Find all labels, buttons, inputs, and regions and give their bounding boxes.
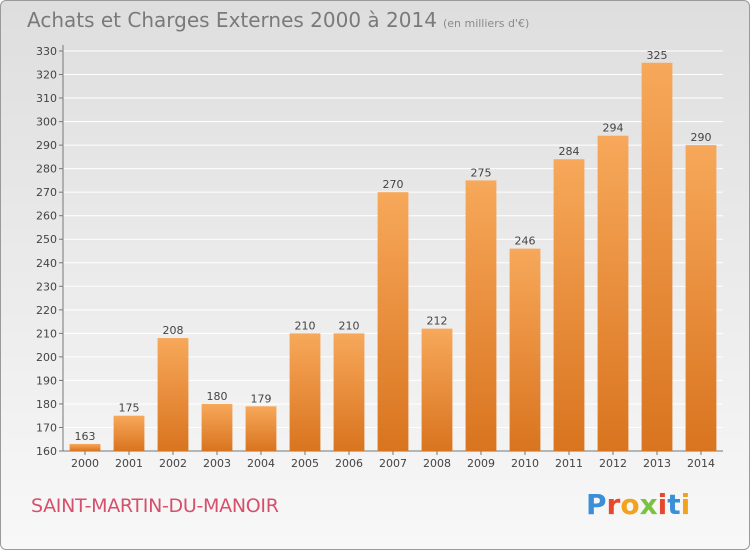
logo-letter: t xyxy=(667,488,681,521)
y-tick-label: 300 xyxy=(36,116,57,129)
y-tick-label: 280 xyxy=(36,163,57,176)
x-tick-label-2007: 2007 xyxy=(379,457,407,470)
data-label-2011: 284 xyxy=(559,145,580,158)
logo-letter: i xyxy=(680,488,691,521)
y-tick-label: 250 xyxy=(36,233,57,246)
bar-2013 xyxy=(641,62,673,451)
y-tick-label: 210 xyxy=(36,327,57,340)
x-tick-label-2002: 2002 xyxy=(159,457,187,470)
data-label-2006: 210 xyxy=(339,319,360,332)
x-tick-label-2011: 2011 xyxy=(555,457,583,470)
y-tick-label: 160 xyxy=(36,445,57,458)
y-tick-label: 310 xyxy=(36,92,57,105)
x-tick-label-2008: 2008 xyxy=(423,457,451,470)
x-tick-label-2000: 2000 xyxy=(71,457,99,470)
x-tick-label-2012: 2012 xyxy=(599,457,627,470)
data-labels: 163 175 208 180 179 210 210 270 212 275 246 284 294 3… xyxy=(75,49,712,443)
x-tick-label-2010: 2010 xyxy=(511,457,539,470)
data-label-2009: 275 xyxy=(471,166,492,179)
x-tick-label-2004: 2004 xyxy=(247,457,275,470)
data-label-2013: 325 xyxy=(647,49,668,62)
y-tick-label: 260 xyxy=(36,210,57,223)
bar-2006 xyxy=(333,333,365,451)
bar-2009 xyxy=(465,180,497,452)
data-label-2003: 180 xyxy=(207,390,228,403)
data-label-2008: 212 xyxy=(427,315,448,328)
chart-title-text: Achats et Charges Externes 2000 à 2014 xyxy=(27,8,437,32)
y-tick-label: 230 xyxy=(36,280,57,293)
bar-2000 xyxy=(69,443,101,451)
y-tick-label: 170 xyxy=(36,421,57,434)
logo-letter: P xyxy=(586,488,607,521)
y-tick-label: 320 xyxy=(36,69,57,82)
proxiti-logo[interactable]: Proxiti xyxy=(586,488,690,521)
data-label-2005: 210 xyxy=(295,319,316,332)
x-tick-label-2003: 2003 xyxy=(203,457,231,470)
bar-2001 xyxy=(113,415,145,451)
bar-2008 xyxy=(421,328,453,451)
x-tick-label-2014: 2014 xyxy=(687,457,715,470)
data-label-2010: 246 xyxy=(515,235,536,248)
logo-letter: x xyxy=(639,488,658,521)
y-tick-label: 290 xyxy=(36,139,57,152)
bar-2005 xyxy=(289,333,321,451)
bar-2002 xyxy=(157,338,189,451)
bar-2007 xyxy=(377,192,409,452)
logo-letter: o xyxy=(620,488,640,521)
chart-title: Achats et Charges Externes 2000 à 2014 (e… xyxy=(27,8,529,32)
y-tick-label: 190 xyxy=(36,374,57,387)
bar-2011 xyxy=(553,159,585,451)
y-tick-label: 180 xyxy=(36,398,57,411)
logo-letter: i xyxy=(657,488,668,521)
y-tick-label: 270 xyxy=(36,186,57,199)
x-tick-label-2013: 2013 xyxy=(643,457,671,470)
data-label-2014: 290 xyxy=(691,131,712,144)
x-tick-label-2006: 2006 xyxy=(335,457,363,470)
x-tick-label-2009: 2009 xyxy=(467,457,495,470)
logo-letter: r xyxy=(606,488,621,521)
y-tick-label: 240 xyxy=(36,257,57,270)
x-tick-label-2005: 2005 xyxy=(291,457,319,470)
data-label-2002: 208 xyxy=(163,324,184,337)
bar-2003 xyxy=(201,403,233,451)
bar-2014 xyxy=(685,145,717,451)
data-label-2007: 270 xyxy=(383,178,404,191)
bar-2004 xyxy=(245,406,277,451)
data-label-2000: 163 xyxy=(75,430,96,443)
data-label-2012: 294 xyxy=(603,122,624,135)
axes: 160 170 180 190 200 210 220 230 240 250 260 270 280 2… xyxy=(36,45,723,470)
bar-2012 xyxy=(597,135,629,452)
y-tick-label: 330 xyxy=(36,45,57,58)
commune-name: SAINT-MARTIN-DU-MANOIR xyxy=(31,495,279,517)
y-tick-label: 220 xyxy=(36,304,57,317)
bars xyxy=(69,62,717,452)
bar-2010 xyxy=(509,248,541,451)
chart-subtitle: (en milliers d'€) xyxy=(442,17,530,30)
data-label-2004: 179 xyxy=(251,392,272,405)
x-tick-label-2001: 2001 xyxy=(115,457,143,470)
data-label-2001: 175 xyxy=(119,402,140,415)
y-tick-label: 200 xyxy=(36,351,57,364)
